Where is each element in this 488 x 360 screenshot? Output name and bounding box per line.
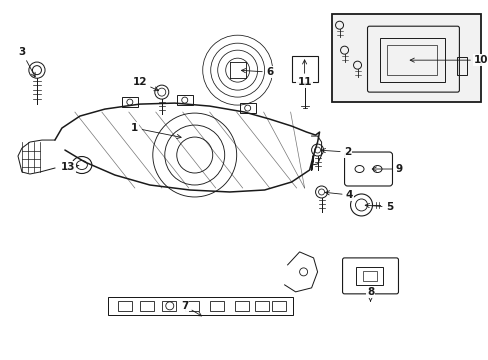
Bar	[122, 97, 138, 107]
Text: 12: 12	[132, 77, 158, 91]
Text: 1: 1	[131, 123, 181, 139]
Circle shape	[155, 85, 168, 99]
Bar	[362, 271, 376, 281]
Text: 6: 6	[241, 67, 273, 77]
Text: 3: 3	[19, 47, 35, 77]
Bar	[331, 14, 480, 102]
Bar	[162, 301, 175, 311]
Ellipse shape	[72, 157, 92, 174]
Text: 8: 8	[366, 287, 373, 301]
Bar	[355, 267, 383, 285]
Text: 5: 5	[365, 202, 392, 212]
Bar	[108, 297, 292, 315]
Text: 13: 13	[61, 162, 79, 172]
Bar	[234, 301, 248, 311]
Bar	[254, 301, 268, 311]
Text: 4: 4	[325, 190, 352, 200]
Bar	[291, 56, 317, 82]
Bar	[379, 38, 445, 82]
Text: 9: 9	[371, 164, 402, 174]
Bar	[209, 301, 223, 311]
Bar	[140, 301, 154, 311]
Bar	[176, 95, 192, 105]
Text: 2: 2	[321, 147, 350, 157]
Bar	[239, 103, 255, 113]
Text: 10: 10	[409, 55, 488, 65]
Bar	[386, 45, 437, 75]
Bar	[118, 301, 132, 311]
Text: 7: 7	[181, 301, 201, 316]
Text: 11: 11	[297, 60, 311, 87]
Bar	[271, 301, 285, 311]
Bar	[456, 57, 467, 75]
Bar	[184, 301, 198, 311]
